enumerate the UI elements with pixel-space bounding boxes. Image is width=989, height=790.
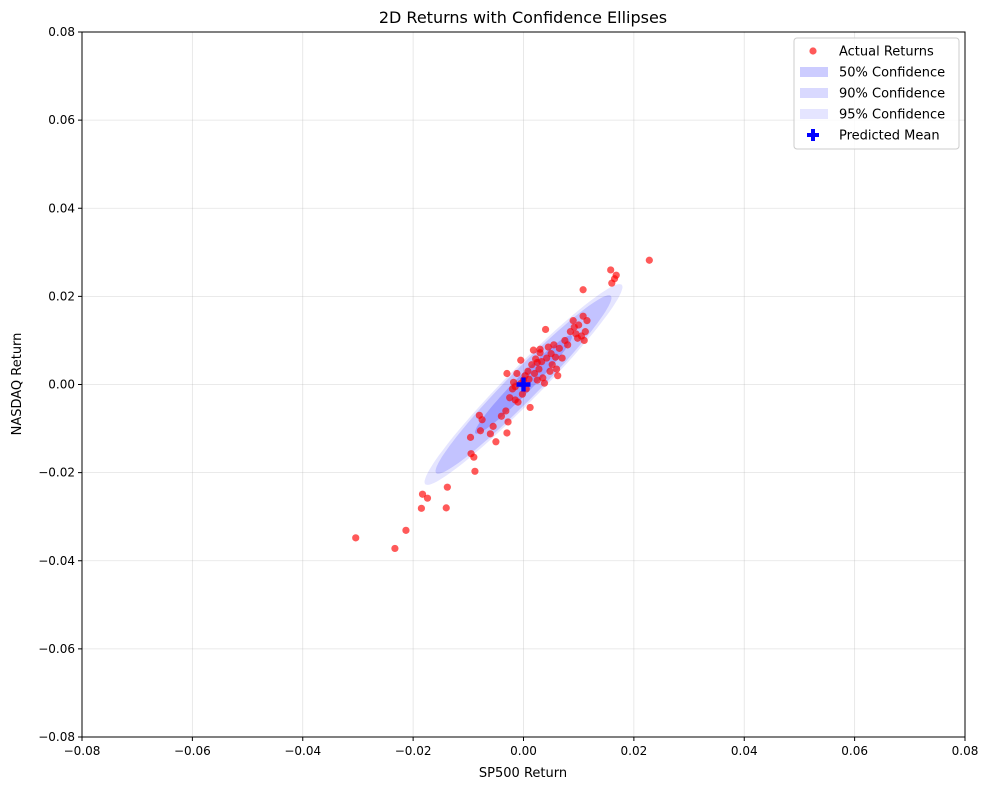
y-tick-label: 0.08	[48, 25, 75, 39]
x-tick-label: 0.00	[510, 744, 537, 758]
actual-return-point	[478, 416, 486, 424]
actual-return-point	[533, 376, 541, 384]
x-tick-label: 0.04	[731, 744, 758, 758]
x-axis-label: SP500 Return	[479, 766, 567, 781]
actual-return-point	[524, 367, 532, 375]
actual-return-point	[506, 394, 514, 402]
actual-return-point	[471, 467, 479, 475]
actual-return-point	[579, 286, 587, 294]
actual-return-point	[583, 317, 591, 325]
x-tick-label: −0.04	[284, 744, 321, 758]
x-tick-label: 0.02	[621, 744, 648, 758]
legend-label: Actual Returns	[839, 45, 934, 60]
actual-return-point	[558, 354, 566, 362]
actual-return-point	[536, 349, 544, 357]
y-tick-label: 0.06	[48, 113, 75, 127]
legend-label: 90% Confidence	[839, 87, 945, 102]
actual-return-point	[470, 453, 478, 461]
y-tick-label: −0.02	[38, 466, 75, 480]
actual-return-point	[554, 372, 562, 380]
actual-return-point	[497, 412, 506, 420]
actual-return-point	[645, 256, 653, 264]
y-tick-label: −0.04	[38, 554, 75, 568]
axis-ticks: −0.08 −0.06 −0.04 −0.02 0.00 0.02 0.04 0.06 0.08…	[38, 25, 978, 758]
actual-return-point	[513, 369, 521, 378]
legend-label: Predicted Mean	[839, 129, 940, 144]
actual-return-point	[535, 365, 543, 373]
actual-return-point	[518, 390, 526, 398]
y-tick-label: 0.00	[48, 378, 75, 392]
actual-return-point	[569, 317, 577, 325]
actual-return-point	[402, 526, 410, 534]
actual-return-point	[423, 494, 432, 502]
plot-area	[352, 256, 653, 553]
actual-return-point	[529, 346, 538, 354]
actual-return-point	[526, 403, 534, 412]
actual-return-point	[476, 427, 485, 435]
y-tick-label: −0.06	[38, 642, 75, 656]
legend-label: 50% Confidence	[839, 66, 945, 81]
actual-return-point	[580, 336, 588, 345]
actual-return-point	[391, 544, 399, 553]
actual-return-point	[492, 438, 500, 446]
actual-return-point	[466, 433, 475, 441]
actual-return-point	[486, 430, 494, 438]
y-tick-label: 0.04	[48, 201, 75, 215]
legend-swatch-patch	[800, 109, 828, 119]
legend-swatch-patch	[800, 67, 828, 77]
y-tick-label: 0.02	[48, 289, 75, 303]
actual-return-point	[548, 361, 556, 369]
actual-return-point	[544, 343, 552, 351]
actual-return-point	[608, 279, 616, 287]
actual-return-point	[581, 328, 589, 336]
chart-title: 2D Returns with Confidence Ellipses	[379, 8, 667, 27]
actual-return-point	[530, 369, 539, 378]
actual-return-point	[352, 534, 360, 542]
actual-return-point	[543, 354, 551, 362]
legend: Actual Returns 50% Confidence 90% Confiden…	[793, 37, 960, 150]
actual-return-point	[551, 353, 560, 361]
actual-return-point	[443, 483, 451, 491]
actual-return-point	[533, 358, 541, 367]
actual-return-point	[607, 266, 615, 274]
y-axis-label: NASDAQ Return	[10, 333, 25, 436]
legend-swatch-plus	[807, 129, 819, 141]
x-tick-label: −0.08	[64, 744, 101, 758]
x-tick-label: −0.06	[174, 744, 211, 758]
legend-swatch-dot	[809, 47, 817, 55]
actual-return-point	[503, 429, 511, 437]
actual-return-point	[555, 344, 563, 352]
actual-return-point	[418, 490, 427, 498]
legend-swatch-patch	[800, 88, 828, 98]
actual-return-point	[489, 422, 497, 430]
actual-return-point	[540, 379, 549, 387]
actual-return-point	[528, 361, 536, 369]
actual-return-point	[550, 341, 558, 349]
actual-return-point	[442, 504, 450, 512]
x-tick-label: −0.02	[395, 744, 432, 758]
legend-box	[793, 37, 960, 150]
actual-return-point	[502, 407, 510, 415]
actual-return-point	[553, 365, 561, 373]
actual-return-point	[503, 369, 511, 378]
actual-return-point	[417, 504, 426, 512]
x-tick-label: 0.06	[841, 744, 868, 758]
actual-return-point	[575, 321, 583, 329]
actual-return-point	[541, 325, 550, 334]
x-tick-label: 0.08	[952, 744, 979, 758]
legend-label: 95% Confidence	[839, 108, 945, 123]
y-tick-label: −0.08	[38, 730, 75, 744]
actual-return-point	[525, 375, 533, 383]
actual-return-point	[514, 398, 522, 406]
actual-return-point	[564, 341, 572, 349]
actual-return-point	[546, 367, 554, 375]
actual-return-point	[517, 356, 525, 364]
predicted-mean-marker	[516, 377, 531, 392]
actual-return-point	[504, 418, 512, 426]
